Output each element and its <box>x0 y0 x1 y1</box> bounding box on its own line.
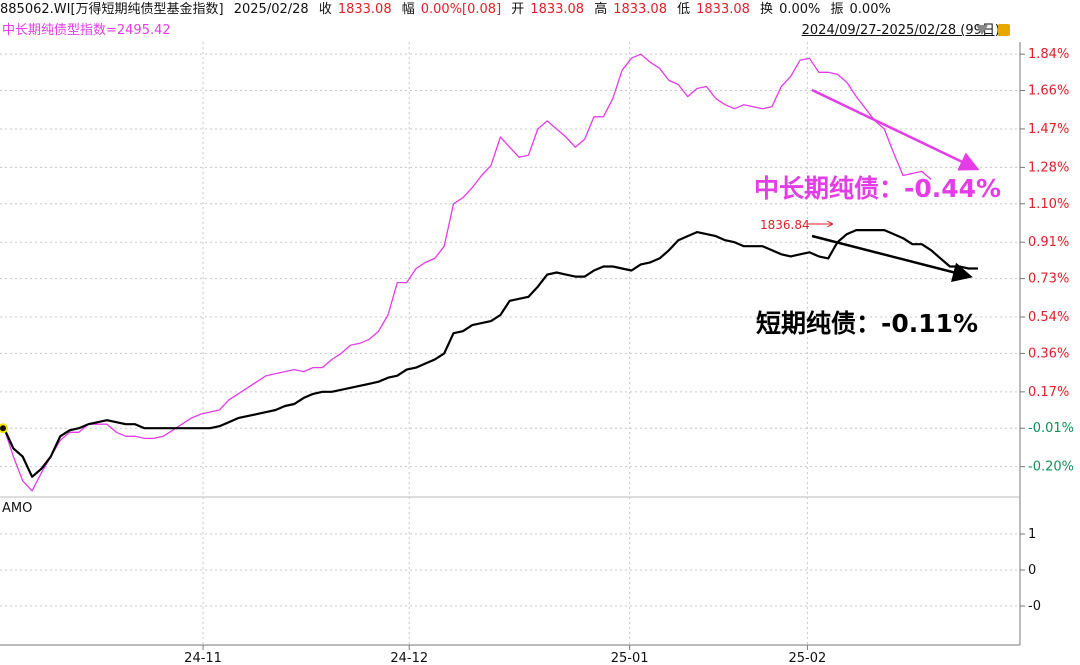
y-tick-label: 1.47% <box>1028 122 1069 137</box>
start-point-marker <box>0 423 8 434</box>
y-axis-ticks: 1.84% 1.66% 1.47% 1.28% 1.10% 0.91% 0.73% 0.54%… <box>1020 47 1074 475</box>
y-tick-label: 1.10% <box>1028 197 1069 212</box>
high-label: 高 <box>594 2 608 17</box>
peak-label: 1836.84 <box>760 218 810 232</box>
x-tick-label: 24-11 <box>184 651 222 665</box>
series-lines <box>0 53 978 492</box>
amo-panel: AMO 1 0 -0 <box>0 501 1041 614</box>
y-tick-label: 1.28% <box>1028 160 1069 175</box>
turnover-label: 换 <box>760 2 774 17</box>
index-code-name: 885062.WI[万得短期纯债型基金指数] <box>0 2 224 17</box>
high-value: 1833.08 <box>613 2 667 17</box>
open-value: 1833.08 <box>530 2 585 17</box>
date-range-selector[interactable]: 2024/09/27-2025/02/28 (99日) <box>801 23 1000 38</box>
y-tick-label: -0.20% <box>1028 460 1074 475</box>
turnover-value: 0.00% <box>779 2 821 17</box>
x-tick-label: 24-12 <box>390 651 428 665</box>
open-label: 开 <box>511 2 525 17</box>
low-value: 1833.08 <box>696 2 750 17</box>
amo-tick-label: -0 <box>1028 599 1041 614</box>
sub-header: 中长期纯债型指数=2495.42 2024/09/27-2025/02/28 (… <box>0 21 1080 41</box>
y-tick-label: 1.84% <box>1028 47 1069 62</box>
amo-tick-label: 1 <box>1028 527 1036 542</box>
y-tick-label: 0.17% <box>1028 385 1069 400</box>
change-value: 0.00%[0.08] <box>420 2 502 17</box>
mid-long-annotation: 中长期纯债：-0.44% <box>754 174 1001 203</box>
amo-title: AMO <box>2 501 32 516</box>
close-value: 1833.08 <box>337 2 392 17</box>
amplitude-label: 振 <box>830 2 844 17</box>
change-label: 幅 <box>401 2 415 17</box>
x-axis-ticks: 24-11 24-12 25-01 25-02 <box>184 645 826 665</box>
y-tick-label: -0.01% <box>1028 421 1074 436</box>
grid-lines <box>0 42 1021 646</box>
x-tick-label: 25-01 <box>611 651 649 665</box>
overlay-index-label: 中长期纯债型指数=2495.42 <box>2 23 171 38</box>
lock-icon[interactable] <box>998 24 1010 36</box>
quote-date: 2025/02/28 <box>233 2 309 17</box>
series-mid-long-line <box>3 53 932 492</box>
dropdown-triangle-icon[interactable] <box>976 25 988 35</box>
y-tick-label: 0.91% <box>1028 235 1069 250</box>
close-label: 收 <box>318 2 332 17</box>
short-trend-arrow <box>811 234 973 282</box>
annotations: 中长期纯债：-0.44% 短期纯债：-0.11% 1836.84 <box>754 88 1001 338</box>
y-tick-label: 0.73% <box>1028 272 1069 287</box>
low-label: 低 <box>677 2 691 17</box>
y-tick-label: 0.54% <box>1028 310 1069 325</box>
quote-header: 885062.WI[万得短期纯债型基金指数] 2025/02/28 收 1833.… <box>0 0 1080 20</box>
mid-long-trend-arrow <box>811 88 980 171</box>
amplitude-value: 0.00% <box>849 2 891 17</box>
amo-tick-label: 0 <box>1028 563 1036 578</box>
x-tick-label: 25-02 <box>788 651 826 665</box>
short-annotation: 短期纯债：-0.11% <box>756 309 978 338</box>
y-tick-label: 0.36% <box>1028 346 1069 361</box>
series-short-line <box>3 229 978 478</box>
y-tick-label: 1.66% <box>1028 84 1069 99</box>
